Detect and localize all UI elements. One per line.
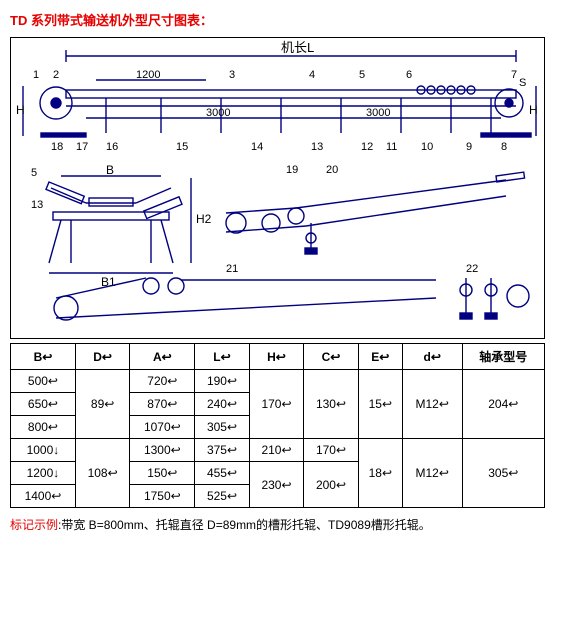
page-title: TD 系列带式输送机外型尺寸图表： bbox=[10, 10, 565, 29]
col-C: C↩ bbox=[304, 344, 359, 370]
svg-text:5: 5 bbox=[31, 167, 37, 179]
table-row: 1000↓ 108↩ 1300↩ 375↩ 210↩ 170↩ 18↩ M12↩… bbox=[11, 439, 545, 462]
label-H2: H2 bbox=[196, 212, 212, 226]
svg-text:19: 19 bbox=[286, 164, 298, 176]
svg-text:8: 8 bbox=[501, 141, 507, 153]
spec-table: B↩ D↩ A↩ L↩ H↩ C↩ E↩ d↩ 轴承型号 500↩ 89↩ 72… bbox=[10, 343, 545, 508]
svg-text:10: 10 bbox=[421, 141, 433, 153]
svg-text:22: 22 bbox=[466, 263, 478, 275]
svg-text:13: 13 bbox=[31, 199, 43, 211]
svg-text:18: 18 bbox=[51, 141, 63, 153]
dim-1200: 1200 bbox=[136, 69, 160, 81]
table-row: 500↩ 89↩ 720↩ 190↩ 170↩ 130↩ 15↩ M12↩ 20… bbox=[11, 370, 545, 393]
footnote-label: 标记示例 bbox=[10, 518, 58, 532]
svg-text:17: 17 bbox=[76, 141, 88, 153]
svg-text:11: 11 bbox=[386, 141, 397, 153]
label-H-right: H bbox=[529, 103, 538, 117]
col-A: A↩ bbox=[130, 344, 195, 370]
col-B: B↩ bbox=[11, 344, 76, 370]
svg-text:15: 15 bbox=[176, 141, 188, 153]
table-header-row: B↩ D↩ A↩ L↩ H↩ C↩ E↩ d↩ 轴承型号 bbox=[11, 344, 545, 370]
callout-4: 4 bbox=[309, 69, 315, 81]
callout-6: 6 bbox=[406, 69, 412, 81]
dim-3000a: 3000 bbox=[206, 107, 230, 119]
col-H: H↩ bbox=[249, 344, 304, 370]
callout-5: 5 bbox=[359, 69, 365, 81]
col-E: E↩ bbox=[358, 344, 402, 370]
dim-3000b: 3000 bbox=[366, 107, 390, 119]
col-L: L↩ bbox=[195, 344, 250, 370]
callout-1: 1 bbox=[33, 69, 39, 81]
svg-text:13: 13 bbox=[311, 141, 323, 153]
svg-text:21: 21 bbox=[226, 263, 238, 275]
col-d: d↩ bbox=[402, 344, 462, 370]
svg-text:12: 12 bbox=[361, 141, 373, 153]
footnote: 标记示例:带宽 B=800mm、托辊直径 D=89mm的槽形托辊、TD9089槽… bbox=[10, 516, 565, 533]
dimension-diagram: 机长L 1 2 3 4 5 6 7 1200 bbox=[10, 37, 545, 339]
callout-2: 2 bbox=[53, 69, 59, 81]
svg-text:20: 20 bbox=[326, 164, 338, 176]
svg-text:9: 9 bbox=[466, 141, 472, 153]
label-H-left: H bbox=[16, 103, 25, 117]
label-B: B bbox=[106, 163, 114, 177]
svg-text:14: 14 bbox=[251, 141, 263, 153]
callout-3: 3 bbox=[229, 69, 235, 81]
footnote-text: :带宽 B=800mm、托辊直径 D=89mm的槽形托辊、TD9089槽形托辊。 bbox=[58, 518, 431, 532]
col-D: D↩ bbox=[75, 344, 130, 370]
col-bearing: 轴承型号 bbox=[462, 344, 544, 370]
label-machine-length: 机长L bbox=[281, 40, 314, 55]
callout-7: 7 bbox=[511, 69, 517, 81]
label-S: S bbox=[519, 77, 526, 89]
svg-text:16: 16 bbox=[106, 141, 118, 153]
